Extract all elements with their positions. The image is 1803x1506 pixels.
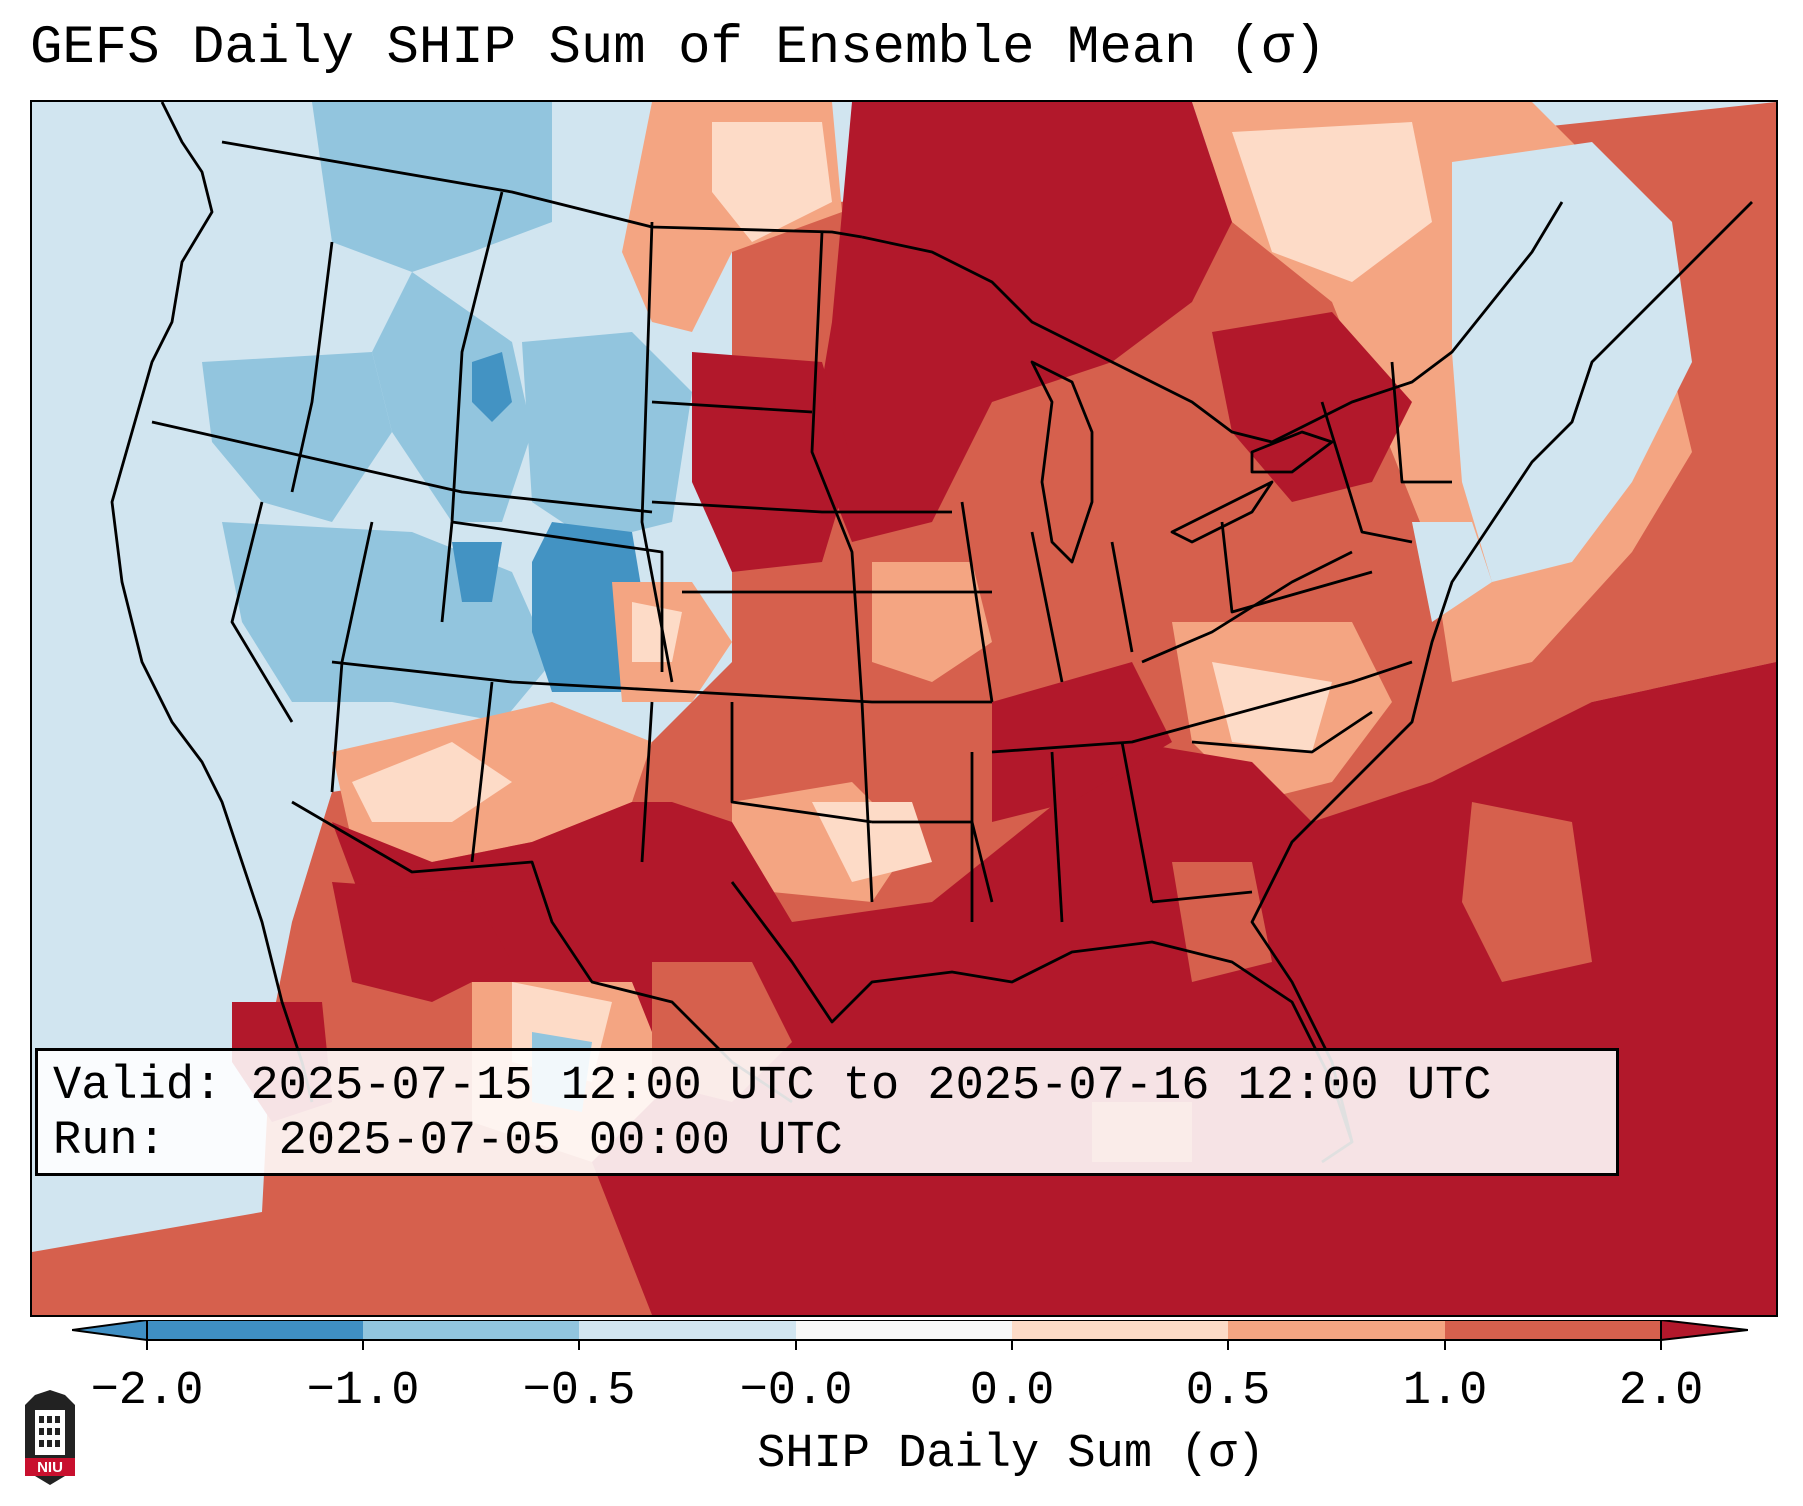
lake-erie <box>1170 480 1274 544</box>
state-border-25 <box>1220 521 1373 614</box>
neg-patch-or <box>202 352 392 522</box>
state-border-29 <box>1390 361 1452 484</box>
slight-neg-new-england <box>1452 142 1692 582</box>
state-border-8 <box>470 681 494 863</box>
state-border-27 <box>1191 710 1373 754</box>
page-title: GEFS Daily SHIP Sum of Ensemble Mean (σ) <box>30 18 1327 79</box>
colorbar-tick-label: 2.0 <box>1618 1365 1704 1418</box>
colorbar-bin-2 <box>363 1320 579 1340</box>
valid-line: Valid: 2025-07-15 12:00 UTC to 2025-07-1… <box>53 1059 1601 1114</box>
colorbar-tick-label: 1.0 <box>1402 1365 1488 1418</box>
strong-pos-arizona <box>332 882 512 1002</box>
colorbar <box>72 1320 1748 1350</box>
colorbar-tick-label: 0.0 <box>969 1365 1055 1418</box>
colorbar-bin-7 <box>1445 1320 1661 1340</box>
strong-pos-ontario <box>1212 312 1412 502</box>
slight-pos-southwest <box>352 742 512 822</box>
slight-pos-carolinas <box>1212 662 1332 752</box>
state-border-20 <box>1050 751 1064 923</box>
great-lakes-shoreline <box>861 201 1564 444</box>
state-border-3 <box>440 191 504 623</box>
colorbar-ticks <box>146 1340 1662 1350</box>
west-coastline <box>110 102 314 1103</box>
colorbar-tick-label: −2.0 <box>90 1365 204 1418</box>
colorbar-outline <box>146 1320 1662 1341</box>
niu-building-logo: NIU <box>25 1390 75 1485</box>
colorbar-bin-4 <box>796 1320 1012 1340</box>
state-border-12 <box>651 500 952 514</box>
atlantic-coastline <box>1250 201 1753 1143</box>
strong-pos-tennessee <box>992 662 1172 822</box>
slight-pos-canada <box>712 122 832 242</box>
colorbar-tick-label: −1.0 <box>306 1365 420 1418</box>
state-border-14 <box>640 701 654 863</box>
strong-pos-north-central <box>812 102 1232 542</box>
colorbar-bin-5 <box>1012 1320 1228 1340</box>
state-border-22 <box>1151 890 1253 904</box>
state-border-4 <box>230 501 294 723</box>
state-border-1 <box>151 420 653 514</box>
neg-patch-wy <box>522 332 692 542</box>
state-border-28 <box>1320 401 1413 544</box>
state-border-26 <box>1141 550 1353 664</box>
colorbar-under-arrow <box>72 1320 148 1342</box>
state-border-9 <box>640 221 674 683</box>
valid-time-box: Valid: 2025-07-15 12:00 UTC to 2025-07-1… <box>35 1048 1619 1176</box>
logo-text: NIU <box>37 1459 63 1476</box>
boundaries <box>110 102 1753 1164</box>
run-value: 2025-07-05 00:00 UTC <box>278 1115 843 1168</box>
state-border-7 <box>331 660 992 704</box>
state-border-24 <box>1110 541 1134 653</box>
slight-pos-northeast <box>1232 122 1432 282</box>
strong-neg-patch-wy <box>472 352 512 422</box>
run-line: Run: 2025-07-05 00:00 UTC <box>53 1114 1601 1169</box>
colorbar-over-arrow <box>1660 1320 1748 1342</box>
slight-pos-colorado-east <box>632 602 682 662</box>
colorbar-tick-label: 0.5 <box>1185 1365 1271 1418</box>
slight-neg-atlantic-coast <box>1412 522 1492 622</box>
colorbar-bin-3 <box>579 1320 796 1340</box>
state-border-23 <box>1030 531 1064 683</box>
state-border-15 <box>730 702 873 824</box>
state-border-21 <box>1120 741 1154 903</box>
colorbar-tick-label: −0.5 <box>522 1365 636 1418</box>
run-label: Run: <box>53 1115 166 1168</box>
colorbar-bin-1 <box>147 1320 363 1340</box>
colorbar-tick-label: −0.0 <box>739 1365 853 1418</box>
colorbar-label: SHIP Daily Sum (σ) <box>757 1428 1265 1481</box>
pos-patch-atlantic <box>1462 802 1592 982</box>
valid-label: Valid: <box>53 1060 223 1113</box>
state-border-10 <box>810 231 874 903</box>
logo-banner <box>25 1458 75 1476</box>
neg-patch-id <box>372 272 532 522</box>
valid-value: 2025-07-15 12:00 UTC to 2025-07-16 12:00… <box>250 1060 1492 1113</box>
state-border-18 <box>991 660 1413 754</box>
lake-michigan <box>1030 360 1094 564</box>
lake-ontario <box>1250 430 1334 474</box>
state-border-11 <box>651 400 813 414</box>
logo-windows <box>39 1416 60 1447</box>
state-border-16 <box>960 501 994 703</box>
state-border-2 <box>290 241 334 493</box>
strong-neg-patch-ut <box>452 542 502 602</box>
colorbar-bin-6 <box>1228 1320 1445 1340</box>
